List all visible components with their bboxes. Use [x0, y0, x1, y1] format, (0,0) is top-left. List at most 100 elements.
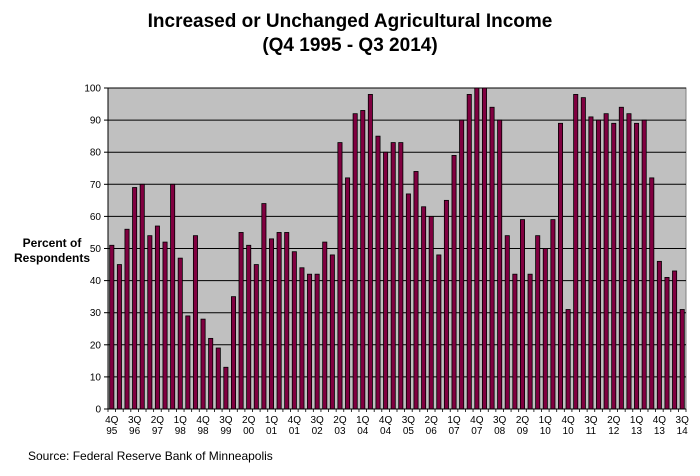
bar — [307, 273, 313, 410]
bar — [215, 347, 221, 410]
y-tick-label: 40 — [90, 276, 102, 287]
y-tick-label: 90 — [90, 116, 102, 127]
y-tick-label: 100 — [84, 84, 101, 95]
chart-title: Increased or Unchanged Agricultural Inco… — [147, 11, 553, 32]
bar — [580, 97, 586, 410]
bar — [436, 254, 442, 410]
x-tick-label-quarter: 4Q — [288, 415, 302, 426]
bar — [132, 187, 138, 410]
x-tick-label-quarter: 1Q — [630, 415, 644, 426]
x-tick-label-quarter: 2Q — [607, 415, 621, 426]
x-tick-label-year: 13 — [654, 426, 666, 437]
x-tick-label-year: 99 — [220, 426, 232, 437]
x-tick-label-quarter: 1Q — [539, 415, 553, 426]
x-tick-label-quarter: 1Q — [265, 415, 279, 426]
bar — [489, 106, 495, 410]
x-tick-label-quarter: 3Q — [584, 415, 598, 426]
bar — [124, 228, 130, 410]
bar — [398, 142, 404, 410]
bar — [116, 264, 122, 410]
x-tick-label-quarter: 4Q — [470, 415, 484, 426]
chart-title-block: Increased or Unchanged Agricultural Inco… — [0, 10, 700, 58]
x-tick-label-year: 04 — [380, 426, 392, 437]
x-tick-label-quarter: 4Q — [653, 415, 667, 426]
y-axis-label-line-1: Percent of — [22, 236, 82, 250]
bar — [679, 309, 685, 410]
x-tick-label-year: 13 — [631, 426, 643, 437]
bar — [253, 264, 259, 410]
x-tick-label-quarter: 4Q — [561, 415, 575, 426]
bar — [520, 219, 525, 410]
bar — [223, 366, 229, 410]
x-tick-label-quarter: 2Q — [151, 415, 165, 426]
x-tick-label-year: 95 — [106, 426, 118, 437]
bar — [200, 318, 206, 410]
x-tick-label-year: 09 — [517, 426, 529, 437]
x-tick-label-year: 08 — [494, 426, 506, 437]
y-tick-label: 60 — [90, 212, 102, 223]
bar — [383, 151, 389, 410]
x-tick-label-quarter: 2Q — [242, 415, 256, 426]
x-tick-labels: 4Q953Q962Q971Q984Q983Q992Q001Q014Q013Q02… — [105, 409, 689, 437]
bar — [421, 206, 427, 410]
bar — [474, 87, 480, 410]
bar — [405, 193, 411, 410]
bar — [352, 113, 358, 410]
x-tick-label-year: 01 — [266, 426, 278, 437]
bar — [345, 177, 351, 410]
bar — [238, 232, 244, 410]
bar — [542, 248, 548, 410]
x-tick-label-quarter: 3Q — [219, 415, 233, 426]
y-axis-label-line-2: Respondents — [13, 251, 90, 265]
bar — [641, 119, 647, 410]
x-tick-label-year: 12 — [608, 426, 620, 437]
bar — [649, 177, 655, 410]
x-tick-label-quarter: 1Q — [447, 415, 461, 426]
source-note: Source: Federal Reserve Bank of Minneapo… — [28, 449, 273, 463]
bar — [177, 257, 183, 410]
bar — [535, 235, 541, 410]
bar — [109, 244, 115, 410]
bar — [603, 113, 609, 410]
x-tick-label-quarter: 3Q — [310, 415, 324, 426]
x-tick-label-year: 97 — [152, 426, 164, 437]
bar — [329, 254, 335, 410]
y-tick-label: 50 — [90, 244, 102, 255]
x-tick-label-year: 07 — [471, 426, 483, 437]
x-tick-label-quarter: 4Q — [196, 415, 210, 426]
bar — [337, 142, 343, 410]
bar — [565, 309, 571, 410]
x-tick-label-year: 04 — [357, 426, 369, 437]
bar — [459, 119, 465, 410]
bar — [139, 183, 145, 410]
y-tick-label: 20 — [90, 340, 102, 351]
x-tick-label-year: 96 — [129, 426, 141, 437]
bar — [672, 270, 678, 410]
bar — [413, 171, 419, 410]
bar — [314, 273, 320, 410]
bar — [390, 142, 396, 410]
x-tick-label-year: 06 — [426, 426, 438, 437]
x-tick-label-year: 03 — [334, 426, 346, 437]
bar — [634, 122, 640, 410]
x-tick-label-year: 14 — [677, 426, 689, 437]
bars — [109, 87, 685, 410]
bar — [527, 273, 533, 410]
x-tick-label-year: 98 — [175, 426, 187, 437]
x-tick-label-quarter: 3Q — [676, 415, 690, 426]
x-tick-label-year: 11 — [586, 426, 597, 437]
y-tick-label: 30 — [90, 308, 102, 319]
x-tick-label-quarter: 2Q — [516, 415, 530, 426]
bar — [428, 215, 434, 410]
bar — [443, 199, 449, 410]
bar — [291, 251, 297, 410]
bar — [154, 225, 160, 410]
bar — [230, 296, 236, 410]
bar — [466, 94, 472, 410]
x-tick-label-quarter: 3Q — [128, 415, 142, 426]
bar — [261, 203, 267, 410]
bar — [558, 122, 563, 410]
bar — [276, 232, 282, 410]
y-tick-label: 80 — [90, 148, 102, 159]
bar — [170, 183, 176, 410]
